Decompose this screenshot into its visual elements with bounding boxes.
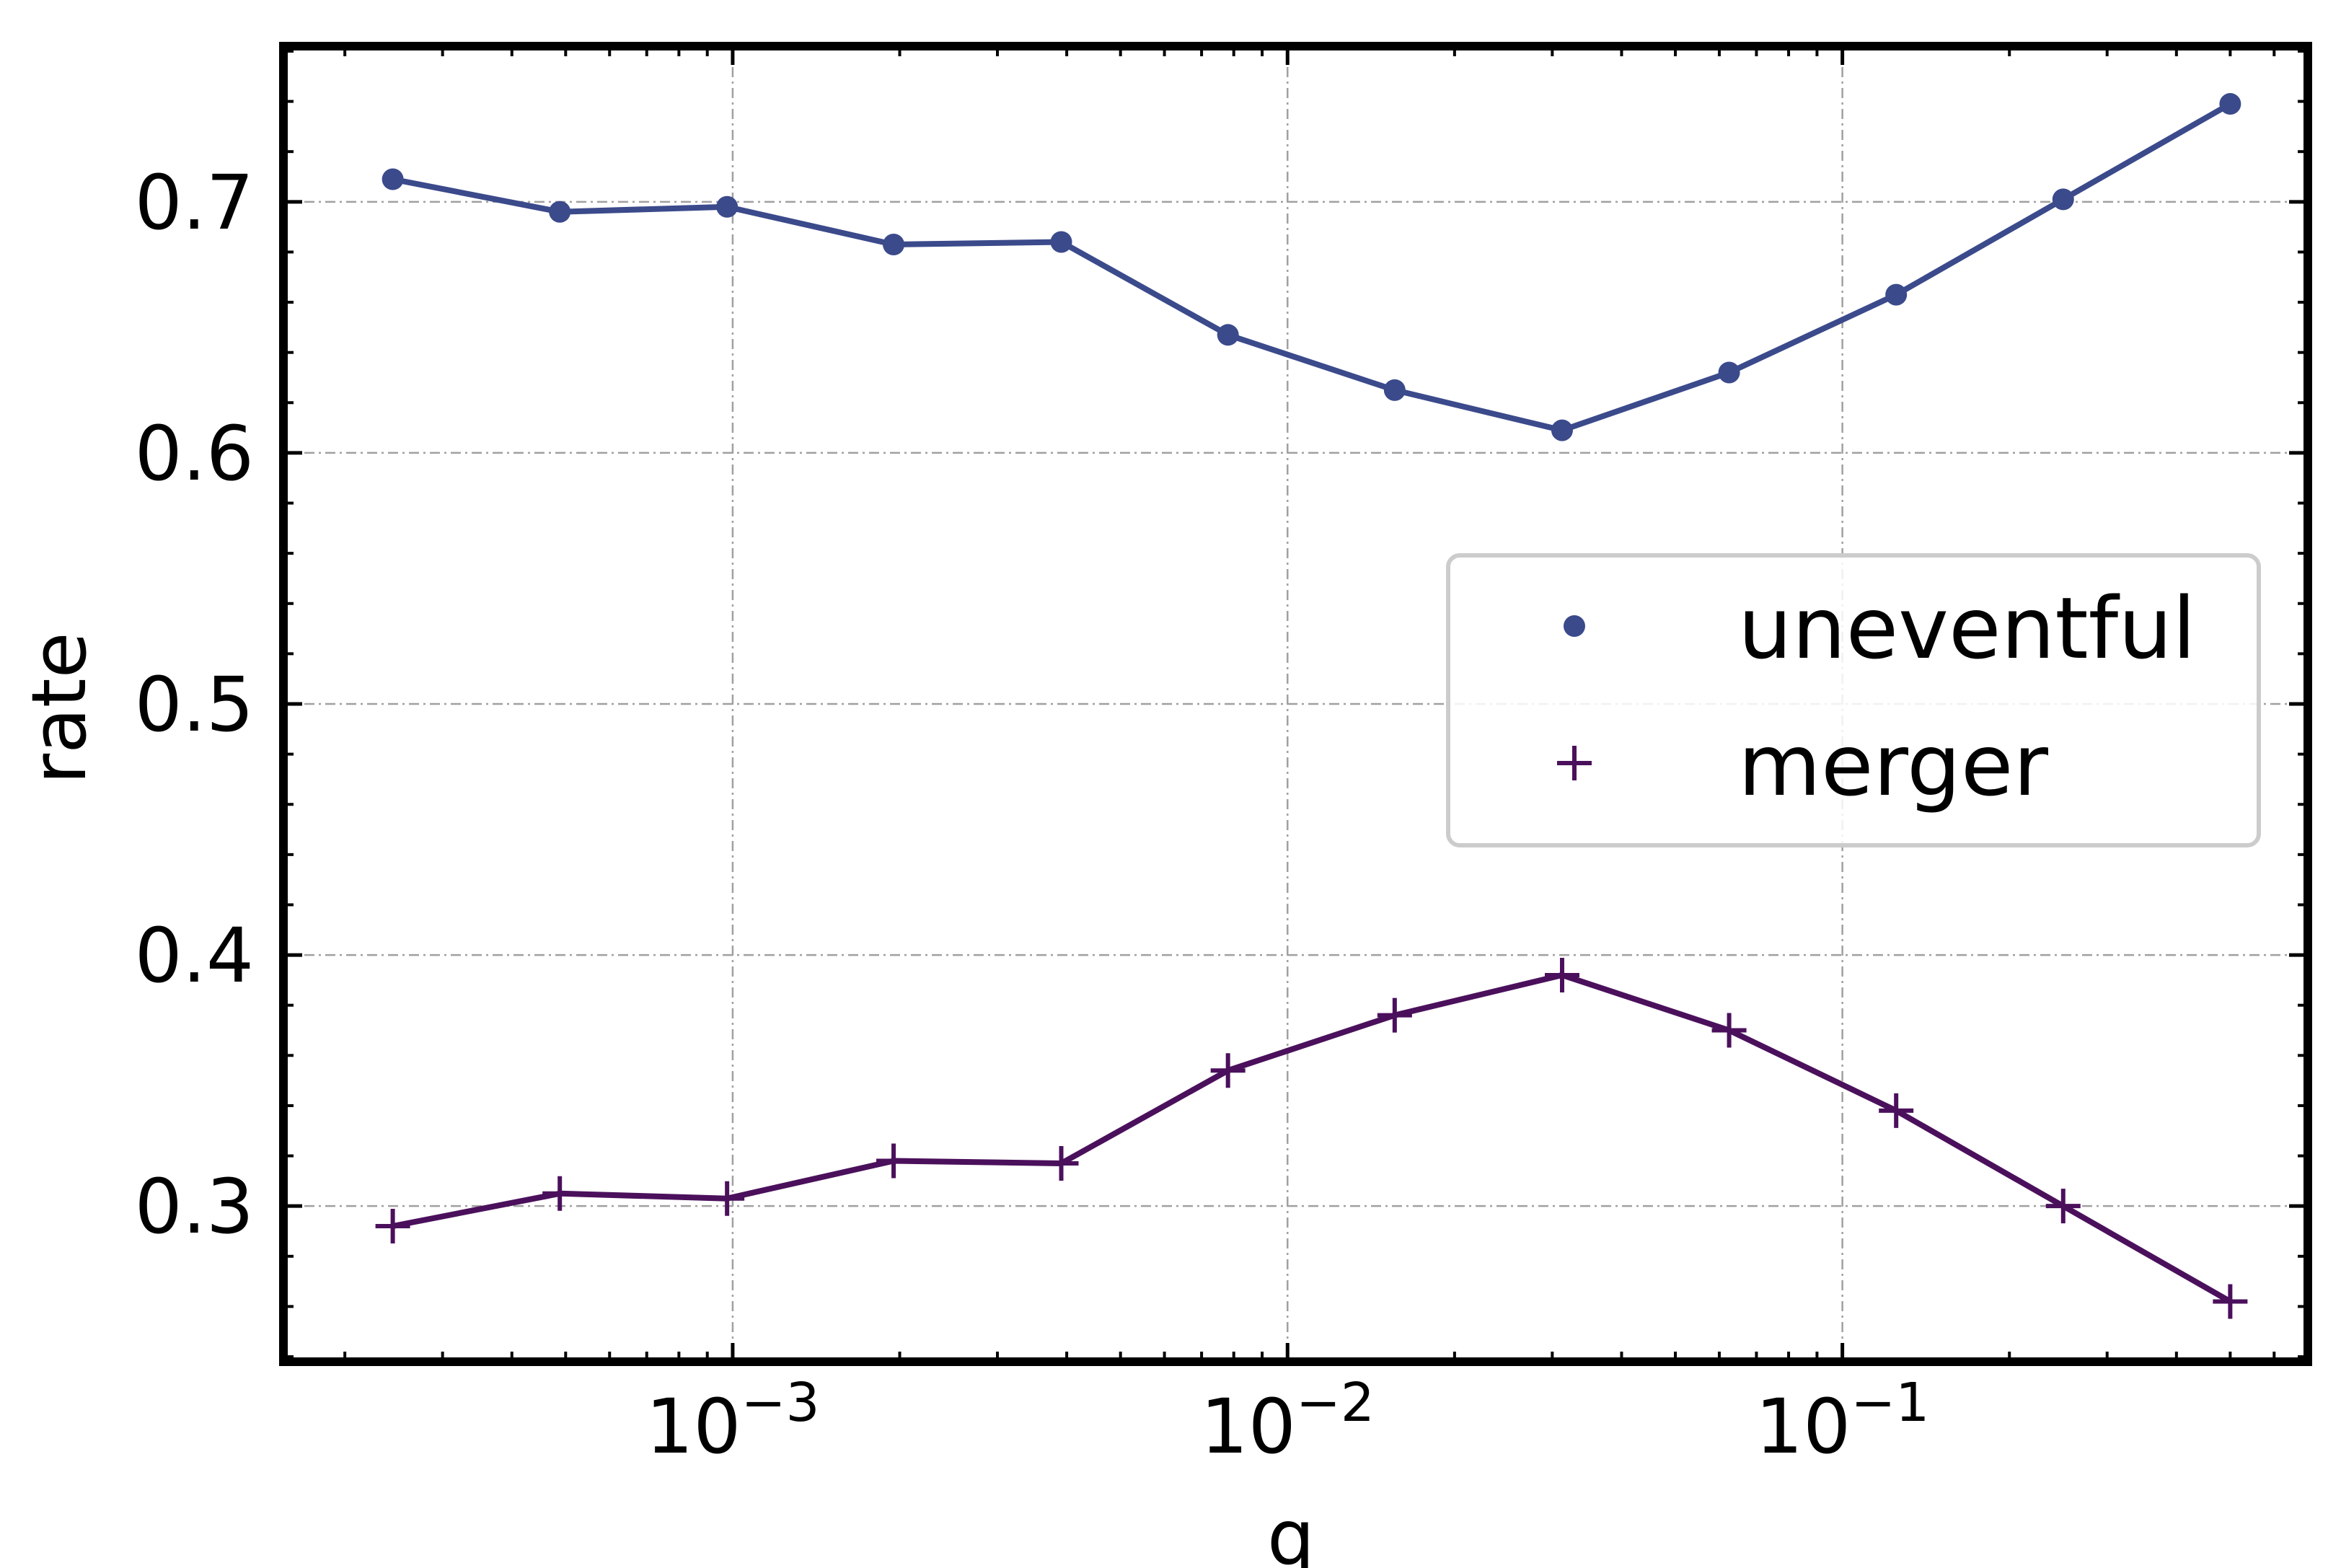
- uneventful-point: [2052, 188, 2074, 211]
- uneventful-point: [1551, 419, 1573, 441]
- merger-line: [392, 972, 2232, 1304]
- x-tick-label: 10−1: [1755, 1372, 1929, 1471]
- uneventful-point: [1718, 361, 1740, 384]
- merger-point: [2213, 1284, 2248, 1319]
- legend-plus-icon: [1557, 746, 1592, 780]
- x-tick-label: 10−2: [1201, 1372, 1375, 1471]
- legend-dot-icon: [1564, 615, 1585, 637]
- uneventful-point: [1217, 324, 1239, 346]
- merger-point: [1544, 957, 1579, 992]
- legend-label-uneventful: uneventful: [1738, 578, 2196, 678]
- merger-point: [375, 1209, 410, 1244]
- uneventful-point: [382, 168, 404, 190]
- uneventful-point: [1050, 231, 1072, 253]
- legend-box: [1446, 553, 2261, 847]
- uneventful-point: [716, 195, 739, 218]
- x-tick-labels: 10−3 10−2 10−1: [645, 1372, 1929, 1471]
- legend-marker-dot: [1564, 615, 1585, 637]
- uneventful-point: [1885, 283, 1908, 306]
- y-axis-label: rate: [15, 632, 103, 784]
- merger-point: [1377, 997, 1412, 1033]
- uneventful-line: [392, 101, 2232, 433]
- legend-marker-plus: [1557, 746, 1592, 780]
- y-tick-label: 0.3: [135, 1163, 254, 1251]
- uneventful-point: [883, 233, 905, 255]
- legend-label-merger: merger: [1738, 715, 2048, 815]
- uneventful-point: [2219, 93, 2241, 115]
- y-tick-label: 0.7: [135, 159, 254, 247]
- merger-point: [1210, 1053, 1246, 1088]
- data-series: [375, 93, 2248, 1319]
- merger-point: [876, 1143, 912, 1179]
- series-merger: [375, 957, 2248, 1319]
- merger-point: [1879, 1093, 1914, 1128]
- legend: uneventful merger: [1446, 553, 2261, 847]
- merger-point: [1044, 1146, 1079, 1181]
- x-tick-label: 10−3: [645, 1372, 819, 1471]
- y-tick-label: 0.5: [135, 661, 254, 749]
- y-tick-labels: 0.3 0.4 0.5 0.6 0.7: [135, 159, 254, 1251]
- merger-point: [1711, 1013, 1747, 1048]
- y-tick-label: 0.4: [135, 912, 254, 1000]
- uneventful-point: [1383, 379, 1406, 401]
- merger-point: [710, 1181, 745, 1216]
- uneventful-point: [549, 201, 571, 223]
- merger-point: [2045, 1189, 2081, 1224]
- series-uneventful: [382, 93, 2241, 441]
- merger-point: [542, 1176, 578, 1211]
- plot-frame: [279, 42, 2312, 1366]
- x-axis-label: q: [1267, 1494, 1315, 1568]
- y-tick-label: 0.6: [135, 410, 254, 498]
